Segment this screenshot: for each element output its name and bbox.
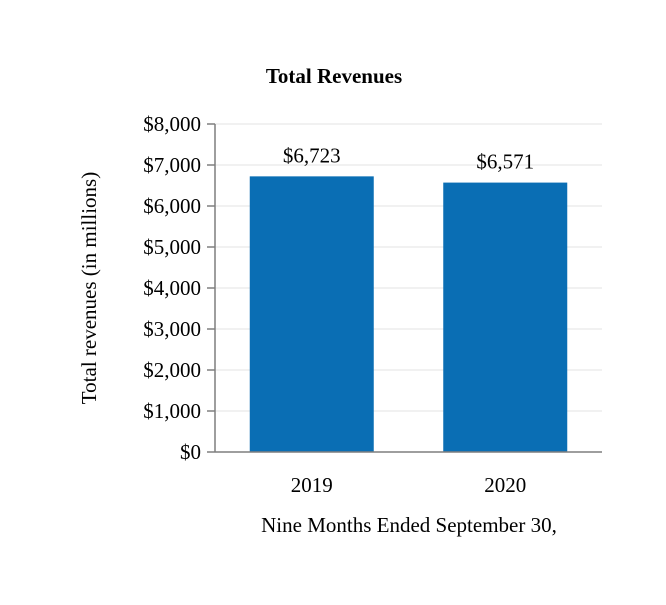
x-tick-label: 2020 (484, 473, 526, 497)
bar-2020 (443, 182, 568, 453)
y-tick-label: $1,000 (143, 399, 201, 423)
y-axis-title: Total revenues (in millions) (77, 172, 101, 404)
y-tick-label: $4,000 (143, 276, 201, 300)
chart-title: Total Revenues (266, 64, 402, 88)
data-label: $6,571 (476, 150, 534, 174)
x-axis-title: Nine Months Ended September 30, (261, 513, 557, 537)
bars (249, 176, 568, 453)
y-tick-label: $5,000 (143, 235, 201, 259)
labels: $0 $1,000 $2,000 $3,000 $4,000 $5,000 $6,000 $7… (143, 112, 534, 497)
y-tick-label: $0 (180, 440, 201, 464)
y-tick-label: $6,000 (143, 194, 201, 218)
axes (207, 123, 602, 453)
data-label: $6,723 (283, 143, 341, 167)
bar-2019 (249, 176, 374, 452)
y-tick-label: $7,000 (143, 153, 201, 177)
y-tick-label: $8,000 (143, 112, 201, 136)
x-tick-label: 2019 (291, 473, 333, 497)
y-tick-label: $2,000 (143, 358, 201, 382)
y-tick-label: $3,000 (143, 317, 201, 341)
